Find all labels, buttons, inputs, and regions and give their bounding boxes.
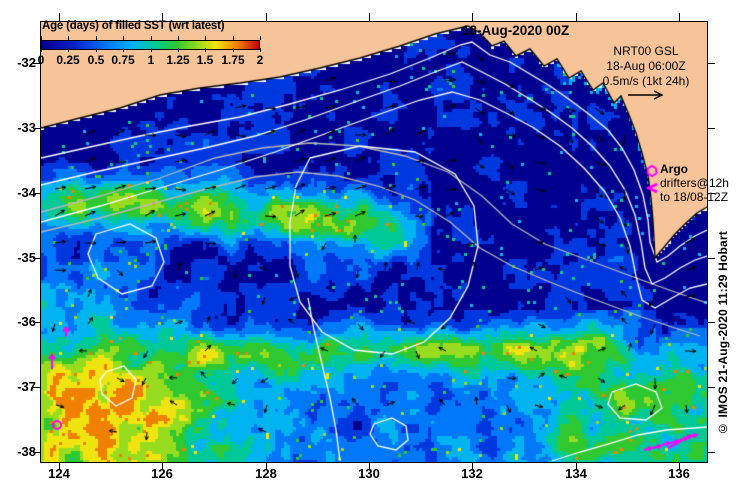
colorbar-tick — [151, 36, 152, 40]
x-axis-tick — [576, 462, 577, 470]
colorbar-tick — [205, 36, 206, 40]
colorbar-tick-label: 0.75 — [111, 53, 135, 67]
colorbar-tick-label: 1.75 — [221, 53, 245, 67]
drifters-legend-line1: drifters@12h — [660, 176, 729, 190]
model-info-block: NRT00 GSL 18-Aug 06:00Z 0.5m/s (1kt 24h) — [581, 44, 711, 104]
colorbar-tick-label: 1.25 — [166, 53, 190, 67]
copyright-credit: © IMOS 21-Aug-2020 11:29 Hobart — [716, 231, 730, 436]
y-axis-tick-label: -36 — [17, 314, 36, 329]
model-name: NRT00 GSL — [613, 44, 679, 58]
x-axis-tick-label: 124 — [48, 466, 70, 481]
model-time: 18-Aug 06:00Z — [606, 59, 686, 73]
argo-legend-label: Argo — [660, 162, 688, 176]
x-axis-tick-top — [679, 13, 680, 21]
x-axis-tick — [679, 462, 680, 470]
colorbar-tick-label: 0.25 — [56, 53, 80, 67]
y-axis-tick — [33, 193, 41, 194]
x-axis-tick — [369, 462, 370, 470]
y-axis-tick-right — [707, 128, 715, 129]
colorbar-tick — [68, 36, 69, 40]
y-axis-tick-label: -34 — [17, 185, 36, 200]
colorbar-tick-label: 0.5 — [87, 53, 105, 67]
drifters-legend-line2: to 18/08-12Z — [660, 190, 729, 204]
colorbar-tick — [233, 36, 234, 40]
sst-age-raster-canvas — [41, 22, 707, 462]
x-axis-tick — [59, 462, 60, 470]
colorbar-tick — [260, 36, 261, 40]
x-axis-tick-top — [162, 13, 163, 21]
x-axis-tick-top — [576, 13, 577, 21]
y-axis-tick-label: -38 — [17, 444, 36, 459]
vector-scale: 0.5m/s (1kt 24h) — [602, 74, 690, 88]
colorbar-tick — [151, 48, 152, 52]
y-axis-tick-label: -32 — [17, 55, 36, 70]
colorbar-tick — [96, 36, 97, 40]
scale-arrow-icon — [628, 90, 664, 100]
colorbar-tick — [123, 36, 124, 40]
y-axis-tick — [33, 452, 41, 453]
x-axis-tick-top — [369, 13, 370, 21]
y-axis-tick-label: -35 — [17, 250, 36, 265]
y-axis-tick-right — [707, 193, 715, 194]
argo-legend: Argo drifters@12h to 18/08-12Z — [660, 162, 729, 204]
y-axis-tick-right — [707, 387, 715, 388]
colorbar-tick — [96, 48, 97, 52]
x-axis-tick-label: 126 — [151, 466, 173, 481]
x-axis-tick — [472, 462, 473, 470]
colorbar-tick — [123, 48, 124, 52]
colorbar-title: Age (days) of filled SST (wrt latest) — [42, 20, 225, 32]
colorbar-tick-label: 0 — [37, 53, 45, 67]
x-axis-tick-label: 134 — [565, 466, 587, 481]
colorbar-tick-label: 1.5 — [196, 53, 214, 67]
y-axis-tick — [33, 258, 41, 259]
x-axis-tick-label: 136 — [668, 466, 690, 481]
x-axis-tick-label: 128 — [255, 466, 277, 481]
y-axis-tick — [33, 387, 41, 388]
y-axis-tick-label: -33 — [17, 120, 36, 135]
colorbar-tick-label: 1 — [147, 53, 155, 67]
y-axis-tick — [33, 322, 41, 323]
colorbar-tick — [178, 36, 179, 40]
y-axis-tick-right — [707, 258, 715, 259]
colorbar-tick — [41, 48, 42, 52]
x-axis-tick-top — [266, 13, 267, 21]
y-axis-tick-label: -37 — [17, 379, 36, 394]
x-axis-tick-top — [59, 13, 60, 21]
y-axis-tick — [33, 128, 41, 129]
x-axis-tick-top — [472, 13, 473, 21]
x-axis-tick-label: 130 — [358, 466, 380, 481]
colorbar-tick — [178, 48, 179, 52]
colorbar-tick-label: 2 — [256, 53, 264, 67]
y-axis-tick — [33, 63, 41, 64]
y-axis-tick-right — [707, 322, 715, 323]
colorbar-tick — [41, 36, 42, 40]
colorbar-tick — [205, 48, 206, 52]
colorbar-tick — [260, 48, 261, 52]
map-date-label: 18-Aug-2020 00Z — [462, 23, 570, 38]
y-axis-tick-right — [707, 63, 715, 64]
colorbar-tick — [233, 48, 234, 52]
colorbar-gradient — [41, 40, 260, 50]
x-axis-tick-label: 132 — [461, 466, 483, 481]
y-axis-tick-right — [707, 452, 715, 453]
x-axis-tick — [162, 462, 163, 470]
x-axis-tick — [266, 462, 267, 470]
colorbar-tick — [68, 48, 69, 52]
map-plot-area — [40, 21, 708, 463]
